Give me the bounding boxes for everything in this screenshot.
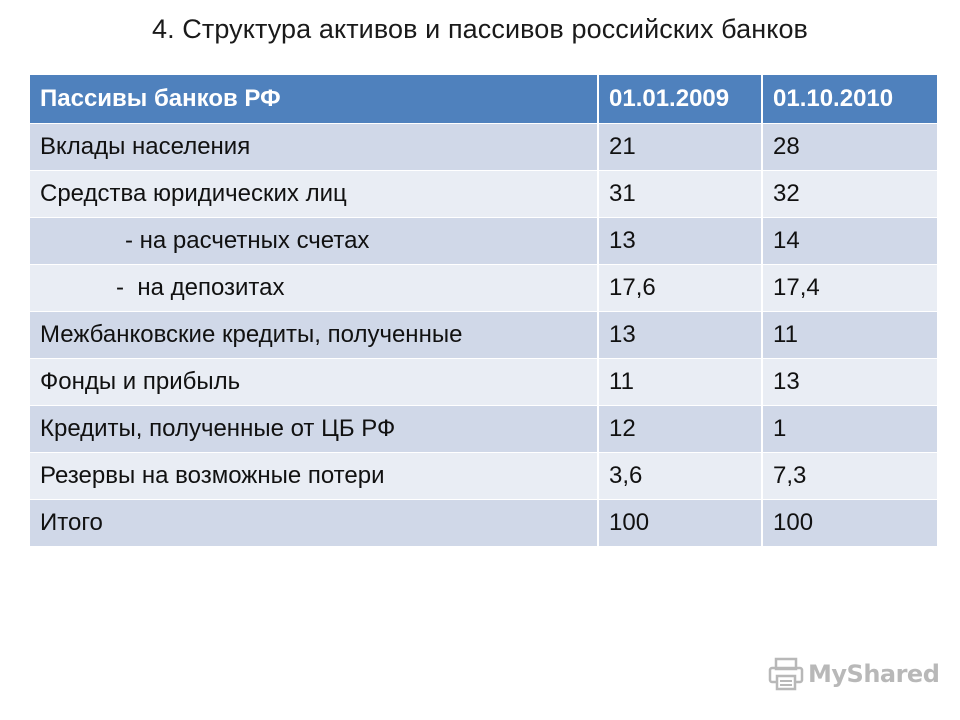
row-label: Кредиты, полученные от ЦБ РФ xyxy=(30,405,599,453)
cell-2010: 100 xyxy=(762,499,937,547)
cell-2009: 12 xyxy=(598,405,763,453)
cell-2009: 11 xyxy=(598,358,763,406)
table-row: Средства юридических лиц 31 32 xyxy=(30,170,937,218)
printer-icon xyxy=(768,657,804,691)
table-row: Вклады населения 21 28 xyxy=(30,123,937,171)
row-label: - на депозитах xyxy=(30,264,599,312)
cell-2009: 17,6 xyxy=(598,264,763,312)
cell-2009: 21 xyxy=(598,123,763,171)
liabilities-table: Пассивы банков РФ 01.01.2009 01.10.2010 … xyxy=(30,75,937,547)
cell-2009: 31 xyxy=(598,170,763,218)
column-header-2010: 01.10.2010 xyxy=(762,75,937,124)
table-row-total: Итого 100 100 xyxy=(30,499,937,547)
watermark-text: MyShared xyxy=(808,660,940,688)
cell-2010: 14 xyxy=(762,217,937,265)
cell-2010: 13 xyxy=(762,358,937,406)
cell-2010: 32 xyxy=(762,170,937,218)
table-row: Резервы на возможные потери 3,6 7,3 xyxy=(30,452,937,500)
column-header-2009: 01.01.2009 xyxy=(598,75,763,124)
row-label: Межбанковские кредиты, полученные xyxy=(30,311,599,359)
table-row: Кредиты, полученные от ЦБ РФ 12 1 xyxy=(30,405,937,453)
column-header-liabilities: Пассивы банков РФ xyxy=(30,75,599,124)
cell-2009: 100 xyxy=(598,499,763,547)
cell-2010: 7,3 xyxy=(762,452,937,500)
slide-title: 4. Структура активов и пассивов российск… xyxy=(151,14,809,44)
row-label: Резервы на возможные потери xyxy=(30,452,599,500)
table-row: Фонды и прибыль 11 13 xyxy=(30,358,937,406)
myshared-watermark[interactable]: MyShared xyxy=(768,656,940,692)
cell-2010: 17,4 xyxy=(762,264,937,312)
table-row: - на депозитах 17,6 17,4 xyxy=(30,264,937,312)
cell-2010: 11 xyxy=(762,311,937,359)
cell-2009: 13 xyxy=(598,217,763,265)
cell-2010: 28 xyxy=(762,123,937,171)
row-label: Средства юридических лиц xyxy=(30,170,599,218)
table-header-row: Пассивы банков РФ 01.01.2009 01.10.2010 xyxy=(30,75,937,124)
cell-2009: 3,6 xyxy=(598,452,763,500)
cell-2010: 1 xyxy=(762,405,937,453)
row-label: - на расчетных счетах xyxy=(30,217,599,265)
table-row: - на расчетных счетах 13 14 xyxy=(30,217,937,265)
row-label: Фонды и прибыль xyxy=(30,358,599,406)
table-row: Межбанковские кредиты, полученные 13 11 xyxy=(30,311,937,359)
cell-2009: 13 xyxy=(598,311,763,359)
row-label: Итого xyxy=(30,499,599,547)
row-label: Вклады населения xyxy=(30,123,599,171)
